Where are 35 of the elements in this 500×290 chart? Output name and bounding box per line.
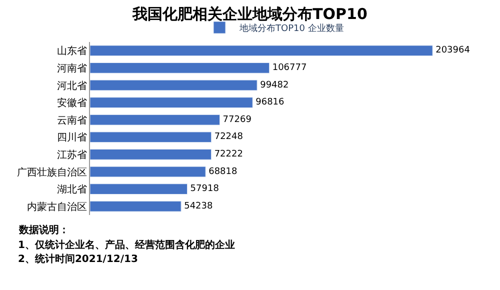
bar — [90, 114, 220, 126]
bar — [90, 149, 212, 160]
bar — [90, 80, 258, 91]
y-tick-label: 内蒙古自治区 — [27, 200, 87, 213]
text: 2、统计时间2021/12/13 — [18, 253, 138, 265]
bar — [90, 184, 188, 194]
bar — [90, 97, 253, 108]
data-label: 106777 — [272, 62, 307, 73]
data-label: 57918 — [190, 184, 220, 194]
y-tick-label: 安徽省 — [57, 97, 87, 110]
y-tick-label: 四川省 — [57, 132, 87, 144]
bar — [90, 200, 182, 212]
bar — [90, 132, 212, 143]
y-tick-label: 云南省 — [57, 114, 87, 126]
data-label: 72248 — [214, 132, 244, 142]
data-label: 203964 — [436, 46, 470, 56]
bar — [90, 166, 206, 178]
y-tick-label: 广西壮族自治区 — [17, 166, 87, 178]
y-tick-label: 河北省 — [57, 80, 87, 92]
data-label: 99482 — [260, 80, 289, 90]
legend-label: 地域分布TOP10 企业数量 — [238, 23, 344, 34]
data-label: 68818 — [208, 166, 238, 177]
chart-title: 我国化肥相关企业地域分布TOP10 — [132, 5, 368, 24]
text: 1、仅统计企业名、产品、经营范围含化肥的企业 — [18, 239, 235, 251]
y-tick-label: 湖北省 — [57, 184, 87, 196]
data-label: 96816 — [256, 98, 285, 108]
data-label: 54238 — [184, 201, 214, 212]
text: 数据说明： — [18, 224, 69, 236]
y-tick-label: 河南省 — [57, 62, 87, 74]
y-tick-label: 江苏省 — [57, 148, 87, 161]
bar — [90, 62, 270, 74]
data-label: 72222 — [214, 149, 243, 160]
bar — [90, 45, 433, 56]
data-label: 77269 — [222, 114, 252, 125]
y-tick-label: 山东省 — [57, 45, 87, 58]
